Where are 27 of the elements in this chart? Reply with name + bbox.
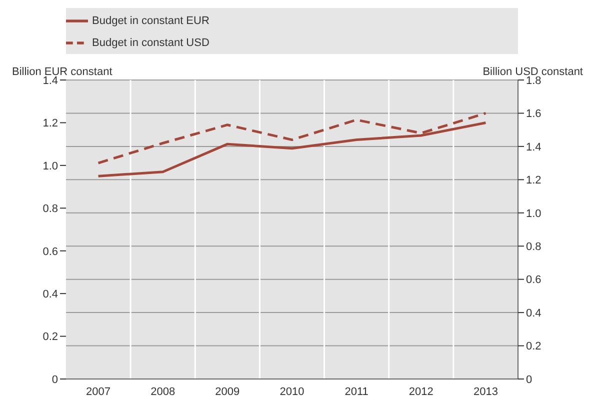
x-tick-label: 2013 [473, 386, 498, 398]
y2-tick-label: 0.2 [526, 340, 542, 353]
y2-tick-label: 1.0 [526, 208, 542, 220]
x-tick-label: 2011 [344, 386, 368, 398]
y-tick-label: 0.4 [42, 288, 58, 300]
x-tick-label: 2008 [150, 386, 176, 398]
y2-tick-label: 1.8 [526, 74, 542, 87]
y-tick-label: 0 [52, 374, 58, 386]
y2-tick-label: 1.6 [526, 108, 542, 120]
y2-tick-label: 0 [526, 374, 532, 386]
y2-tick-label: 0.6 [526, 274, 542, 286]
y-tick-label: 1.2 [42, 118, 58, 130]
y-tick-label: 0.6 [42, 246, 58, 258]
x-tick-label: 2012 [408, 386, 434, 398]
y2-tick-label: 1.2 [526, 174, 542, 187]
legend-label: Budget in constant USD [92, 36, 210, 49]
y-tick-label: 0.2 [42, 331, 58, 344]
y-tick-label: 0.8 [42, 203, 58, 216]
y-tick-label: 1.4 [42, 74, 58, 87]
legend-label: Budget in constant EUR [92, 14, 210, 27]
y2-tick-label: 0.8 [526, 241, 542, 254]
y2-tick-label: 1.4 [526, 141, 542, 154]
x-tick-label: 2007 [86, 386, 111, 398]
y2-tick-label: 0.4 [526, 307, 542, 320]
x-tick-label: 2010 [280, 386, 304, 398]
y-tick-label: 1.0 [42, 160, 58, 172]
x-tick-label: 2009 [215, 386, 240, 398]
